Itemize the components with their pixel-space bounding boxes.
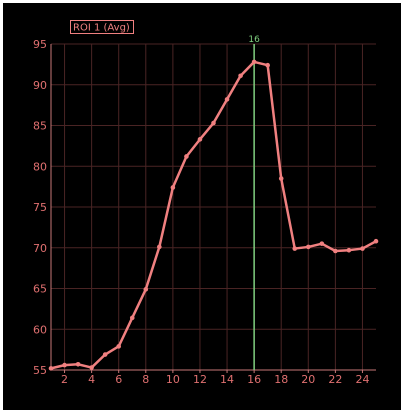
x-tick-label: 8	[142, 373, 149, 386]
data-point	[116, 344, 122, 349]
x-tick-label: 20	[301, 373, 315, 386]
data-point	[211, 120, 216, 126]
series-layer	[48, 59, 379, 371]
x-tick-label: 18	[274, 373, 288, 386]
data-point	[319, 241, 325, 246]
x-tick-label: 22	[328, 373, 342, 386]
data-point	[75, 361, 81, 367]
data-point	[62, 362, 67, 368]
y-tick-label: 75	[33, 201, 47, 214]
x-tick-label: 10	[166, 373, 180, 386]
y-tick-label: 60	[33, 323, 47, 336]
chart-panel: 55 60 65 70 75 80 85 90 95 2 4 6 8 10 12 14 16 18 20 22 24 1…	[3, 3, 401, 410]
data-point	[89, 365, 94, 370]
y-tick-label: 70	[33, 242, 47, 255]
y-tick-label: 85	[33, 120, 47, 133]
cursor-marker: 16	[248, 35, 260, 370]
data-point	[48, 366, 54, 371]
data-point	[224, 97, 230, 102]
data-point	[373, 238, 379, 244]
x-tick-label: 14	[220, 373, 234, 386]
x-tick-label: 2	[61, 373, 68, 386]
x-tick-label: 16	[247, 373, 261, 386]
y-tick-label: 55	[33, 364, 47, 377]
series-line	[50, 60, 377, 370]
data-point	[197, 137, 203, 142]
data-point	[170, 185, 176, 190]
data-point	[265, 62, 270, 68]
marker-label: 16	[248, 35, 260, 45]
data-point	[333, 248, 338, 254]
data-point	[238, 73, 243, 79]
y-tick-label: 95	[33, 38, 47, 51]
data-point	[360, 246, 365, 251]
data-point	[346, 247, 352, 253]
data-point	[129, 315, 135, 321]
data-point	[143, 287, 149, 292]
y-tick-label: 90	[33, 79, 47, 92]
data-point	[278, 176, 284, 181]
x-tick-label: 4	[88, 373, 95, 386]
data-point	[157, 244, 162, 250]
y-tick-label: 65	[33, 283, 47, 296]
data-point	[305, 244, 311, 250]
legend-entry: ROI 1 (Avg)	[73, 23, 130, 34]
x-tick-label: 12	[193, 373, 207, 386]
data-point	[251, 59, 257, 65]
legend: ROI 1 (Avg)	[70, 20, 134, 34]
x-tick-label: 6	[115, 373, 122, 386]
y-tick-label: 80	[33, 160, 47, 173]
x-tick-label: 24	[355, 373, 369, 386]
data-point	[292, 246, 298, 251]
chart-grid	[51, 43, 376, 371]
legend-box	[70, 20, 134, 34]
data-point	[184, 154, 189, 159]
data-point	[102, 352, 108, 357]
chart-axes	[50, 44, 376, 371]
